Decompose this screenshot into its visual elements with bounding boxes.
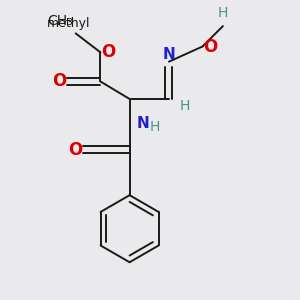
Text: H: H — [218, 6, 228, 20]
Text: O: O — [68, 141, 82, 159]
Text: N: N — [136, 116, 149, 131]
Text: H: H — [149, 120, 160, 134]
Text: N: N — [163, 47, 175, 62]
Text: O: O — [203, 38, 218, 56]
Text: O: O — [52, 73, 66, 91]
Text: O: O — [101, 43, 116, 61]
Text: methyl: methyl — [46, 17, 90, 30]
Text: H: H — [180, 99, 190, 113]
Text: CH₃: CH₃ — [47, 14, 73, 28]
